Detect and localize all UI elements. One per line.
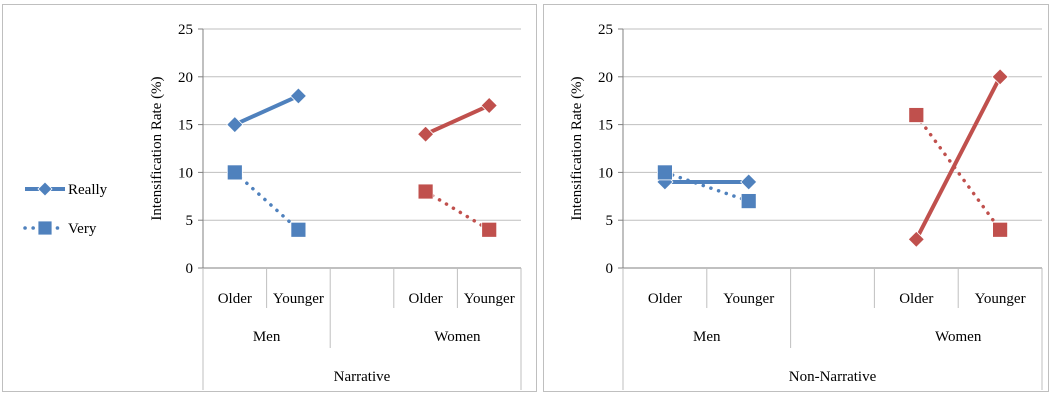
series-line bbox=[423, 189, 491, 232]
y-tick-label: 20 bbox=[598, 70, 613, 86]
x-section-label: Narrative bbox=[334, 369, 391, 385]
data-point bbox=[226, 116, 244, 134]
series-line bbox=[914, 113, 1002, 232]
narrative-chart: 0 5 10 15 20 25 Intensification Rate (%) Older Y… bbox=[23, 22, 522, 390]
data-point bbox=[480, 96, 498, 115]
y-axis-title: Intensification Rate (%) bbox=[149, 76, 165, 220]
y-tick-label: 10 bbox=[178, 165, 193, 181]
data-point bbox=[290, 221, 307, 238]
x-section-label: Non-Narrative bbox=[789, 369, 877, 385]
x-tick-label: Younger bbox=[464, 291, 515, 307]
data-point bbox=[907, 230, 925, 248]
series-line bbox=[233, 94, 300, 127]
y-tick-label: 5 bbox=[606, 213, 614, 229]
series-line bbox=[233, 170, 301, 232]
x-group-label: Men bbox=[253, 329, 281, 345]
data-point bbox=[908, 107, 925, 123]
legend-label: Really bbox=[68, 182, 108, 198]
y-tick-label: 5 bbox=[186, 213, 194, 229]
data-point bbox=[740, 173, 758, 191]
x-group-label: Men bbox=[693, 329, 721, 345]
y-tick-label: 20 bbox=[178, 70, 193, 86]
x-tick-label: Younger bbox=[723, 291, 774, 307]
data-point bbox=[226, 164, 243, 181]
y-tick-label: 15 bbox=[598, 118, 613, 134]
data-point bbox=[289, 87, 307, 105]
legend-label: Very bbox=[68, 221, 97, 237]
y-tick-label: 0 bbox=[186, 261, 194, 277]
data-point bbox=[417, 125, 435, 143]
x-tick-label: Older bbox=[218, 291, 252, 307]
y-axis-title: Intensification Rate (%) bbox=[569, 76, 585, 220]
x-tick-label: Younger bbox=[273, 291, 324, 307]
y-tick-label: 10 bbox=[598, 165, 613, 181]
x-tick-label: Older bbox=[409, 291, 443, 307]
legend-marker bbox=[37, 181, 53, 197]
non-narrative-chart: 0 5 10 15 20 25 Intensification Rate (%) Older Y… bbox=[569, 22, 1043, 390]
series-line bbox=[663, 170, 751, 203]
data-point bbox=[740, 193, 757, 209]
x-group-label: Women bbox=[935, 329, 982, 345]
series-line bbox=[914, 75, 1002, 241]
y-tick-label: 0 bbox=[606, 261, 614, 277]
data-point bbox=[992, 221, 1009, 238]
narrative-chart-panel: 0 5 10 15 20 25 Intensification Rate (%) Older Y… bbox=[2, 4, 537, 392]
x-group-label: Women bbox=[434, 329, 481, 345]
x-tick-label: Older bbox=[648, 291, 682, 307]
legend-marker bbox=[37, 220, 53, 236]
data-point bbox=[657, 164, 673, 181]
non-narrative-chart-panel: 0 5 10 15 20 25 Intensification Rate (%) Older Y… bbox=[543, 4, 1049, 392]
y-tick-label: 25 bbox=[178, 22, 193, 38]
data-point bbox=[481, 221, 498, 238]
data-point bbox=[417, 183, 434, 200]
data-point bbox=[991, 68, 1009, 86]
x-tick-label: Older bbox=[899, 291, 933, 307]
y-tick-label: 15 bbox=[178, 118, 193, 134]
x-tick-label: Younger bbox=[975, 291, 1026, 307]
y-tick-label: 25 bbox=[598, 22, 613, 38]
series-line bbox=[424, 103, 491, 136]
